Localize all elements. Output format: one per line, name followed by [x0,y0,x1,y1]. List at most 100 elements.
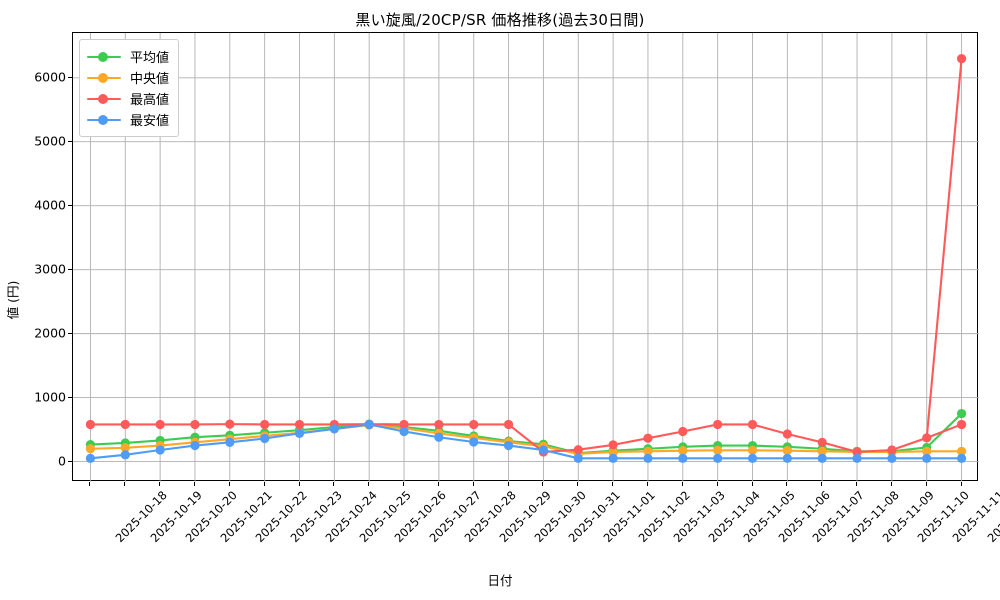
x-axis-tick-mark [681,482,683,486]
x-axis-tick-mark [751,482,753,486]
series-data-point [225,419,235,429]
x-axis-tick-mark [472,482,474,486]
series-data-point [922,453,932,463]
legend-marker-icon [87,72,121,84]
series-data-point [120,450,130,460]
series-data-point [747,419,758,430]
x-axis-tick-mark [263,482,265,486]
series-data-point [782,429,792,439]
series-data-point [713,419,723,430]
series-data-point [469,437,479,447]
series-data-point [608,453,618,463]
series-data-point [364,419,374,430]
y-axis-tick-mark [68,140,72,142]
chart-legend: 平均値 中央値 最高値 最安値 [79,39,180,137]
series-data-point [503,440,514,451]
x-axis-tick-mark [542,482,544,486]
series-data-point [434,419,444,430]
x-axis-tick-mark [124,482,126,486]
series-data-point [678,453,688,463]
series-data-point [399,419,409,430]
series-data-point [608,440,618,450]
x-axis-tick-mark [437,482,439,486]
series-data-point [852,453,862,463]
x-axis-tick-mark [925,482,927,486]
series-line [89,412,963,455]
series-data-point [608,447,618,457]
x-axis-tick-mark [856,482,858,486]
y-axis-tick-mark [68,332,72,334]
x-axis-tick-mark [333,482,335,486]
series-data-point [782,446,792,456]
legend-marker-icon [87,93,121,105]
y-axis-tick-label: 2000 [34,325,66,341]
series-data-point [922,446,932,456]
legend-item-label: 平均値 [130,51,170,66]
legend-item-2[interactable]: 中央値 [87,67,169,88]
series-data-point [852,447,862,457]
series-peak-point [956,53,967,64]
series-data-point [260,433,270,444]
series-line [925,58,963,438]
y-axis-tick-label: 5000 [34,133,66,149]
legend-item-4[interactable]: 最安値 [87,109,169,130]
series-data-point [782,453,792,463]
series-data-point [956,408,967,419]
plot-area [72,32,979,482]
x-axis-tick-mark [507,482,509,486]
series-data-point [817,453,827,463]
series-data-point [643,433,653,443]
x-axis-label: 日付 [487,573,513,588]
chart-title: 黒い旋風/20CP/SR 価格推移(過去30日間) [355,11,645,29]
series-data-point [643,446,653,456]
x-axis-tick-mark [786,482,788,486]
y-axis-tick-mark [68,460,72,462]
series-data-point [294,419,305,430]
legend-item-3[interactable]: 最高値 [87,88,169,109]
series-data-point [573,445,583,455]
y-axis-tick-mark [68,76,72,78]
series-data-point [503,419,514,430]
series-data-point [434,432,444,442]
x-axis-tick-mark [89,482,91,486]
series-data-point [538,445,549,455]
series-data-point [190,419,200,430]
y-axis-tick-label: 4000 [34,197,66,213]
legend-marker-icon [87,114,121,126]
y-axis-tick-label: 0 [58,453,66,469]
series-data-point [713,445,723,455]
series-data-point [713,453,723,463]
series-data-point [747,453,758,463]
series-lines [85,53,967,463]
x-axis-tick-mark [646,482,648,486]
grid-lines [73,33,979,482]
x-axis-tick-mark [890,482,892,486]
series-data-point [260,419,270,430]
x-axis-tick-mark [298,482,300,486]
legend-item-1[interactable]: 平均値 [87,46,169,67]
series-line [89,423,963,453]
x-axis-tick-mark [612,482,614,486]
series-data-point [469,419,479,430]
y-axis-tick-label: 3000 [34,261,66,277]
series-data-point [155,445,165,455]
series-line [89,424,963,455]
series-data-point [887,445,897,455]
series-line [89,423,963,460]
series-data-point [399,426,409,437]
y-axis-tick-mark [68,396,72,398]
series-data-point [747,445,758,455]
x-axis-tick-mark [821,482,823,486]
series-data-point [155,419,165,430]
legend-marker-icon [87,51,121,63]
y-axis-tick-label: 6000 [34,69,66,85]
x-axis-tick-mark [159,482,161,486]
x-axis-tick-mark [960,482,962,486]
x-axis-tick-mark [403,482,405,486]
series-data-point [956,453,967,463]
series-data-point [190,440,200,451]
series-data-point [956,419,967,430]
series-data-point [120,419,130,430]
